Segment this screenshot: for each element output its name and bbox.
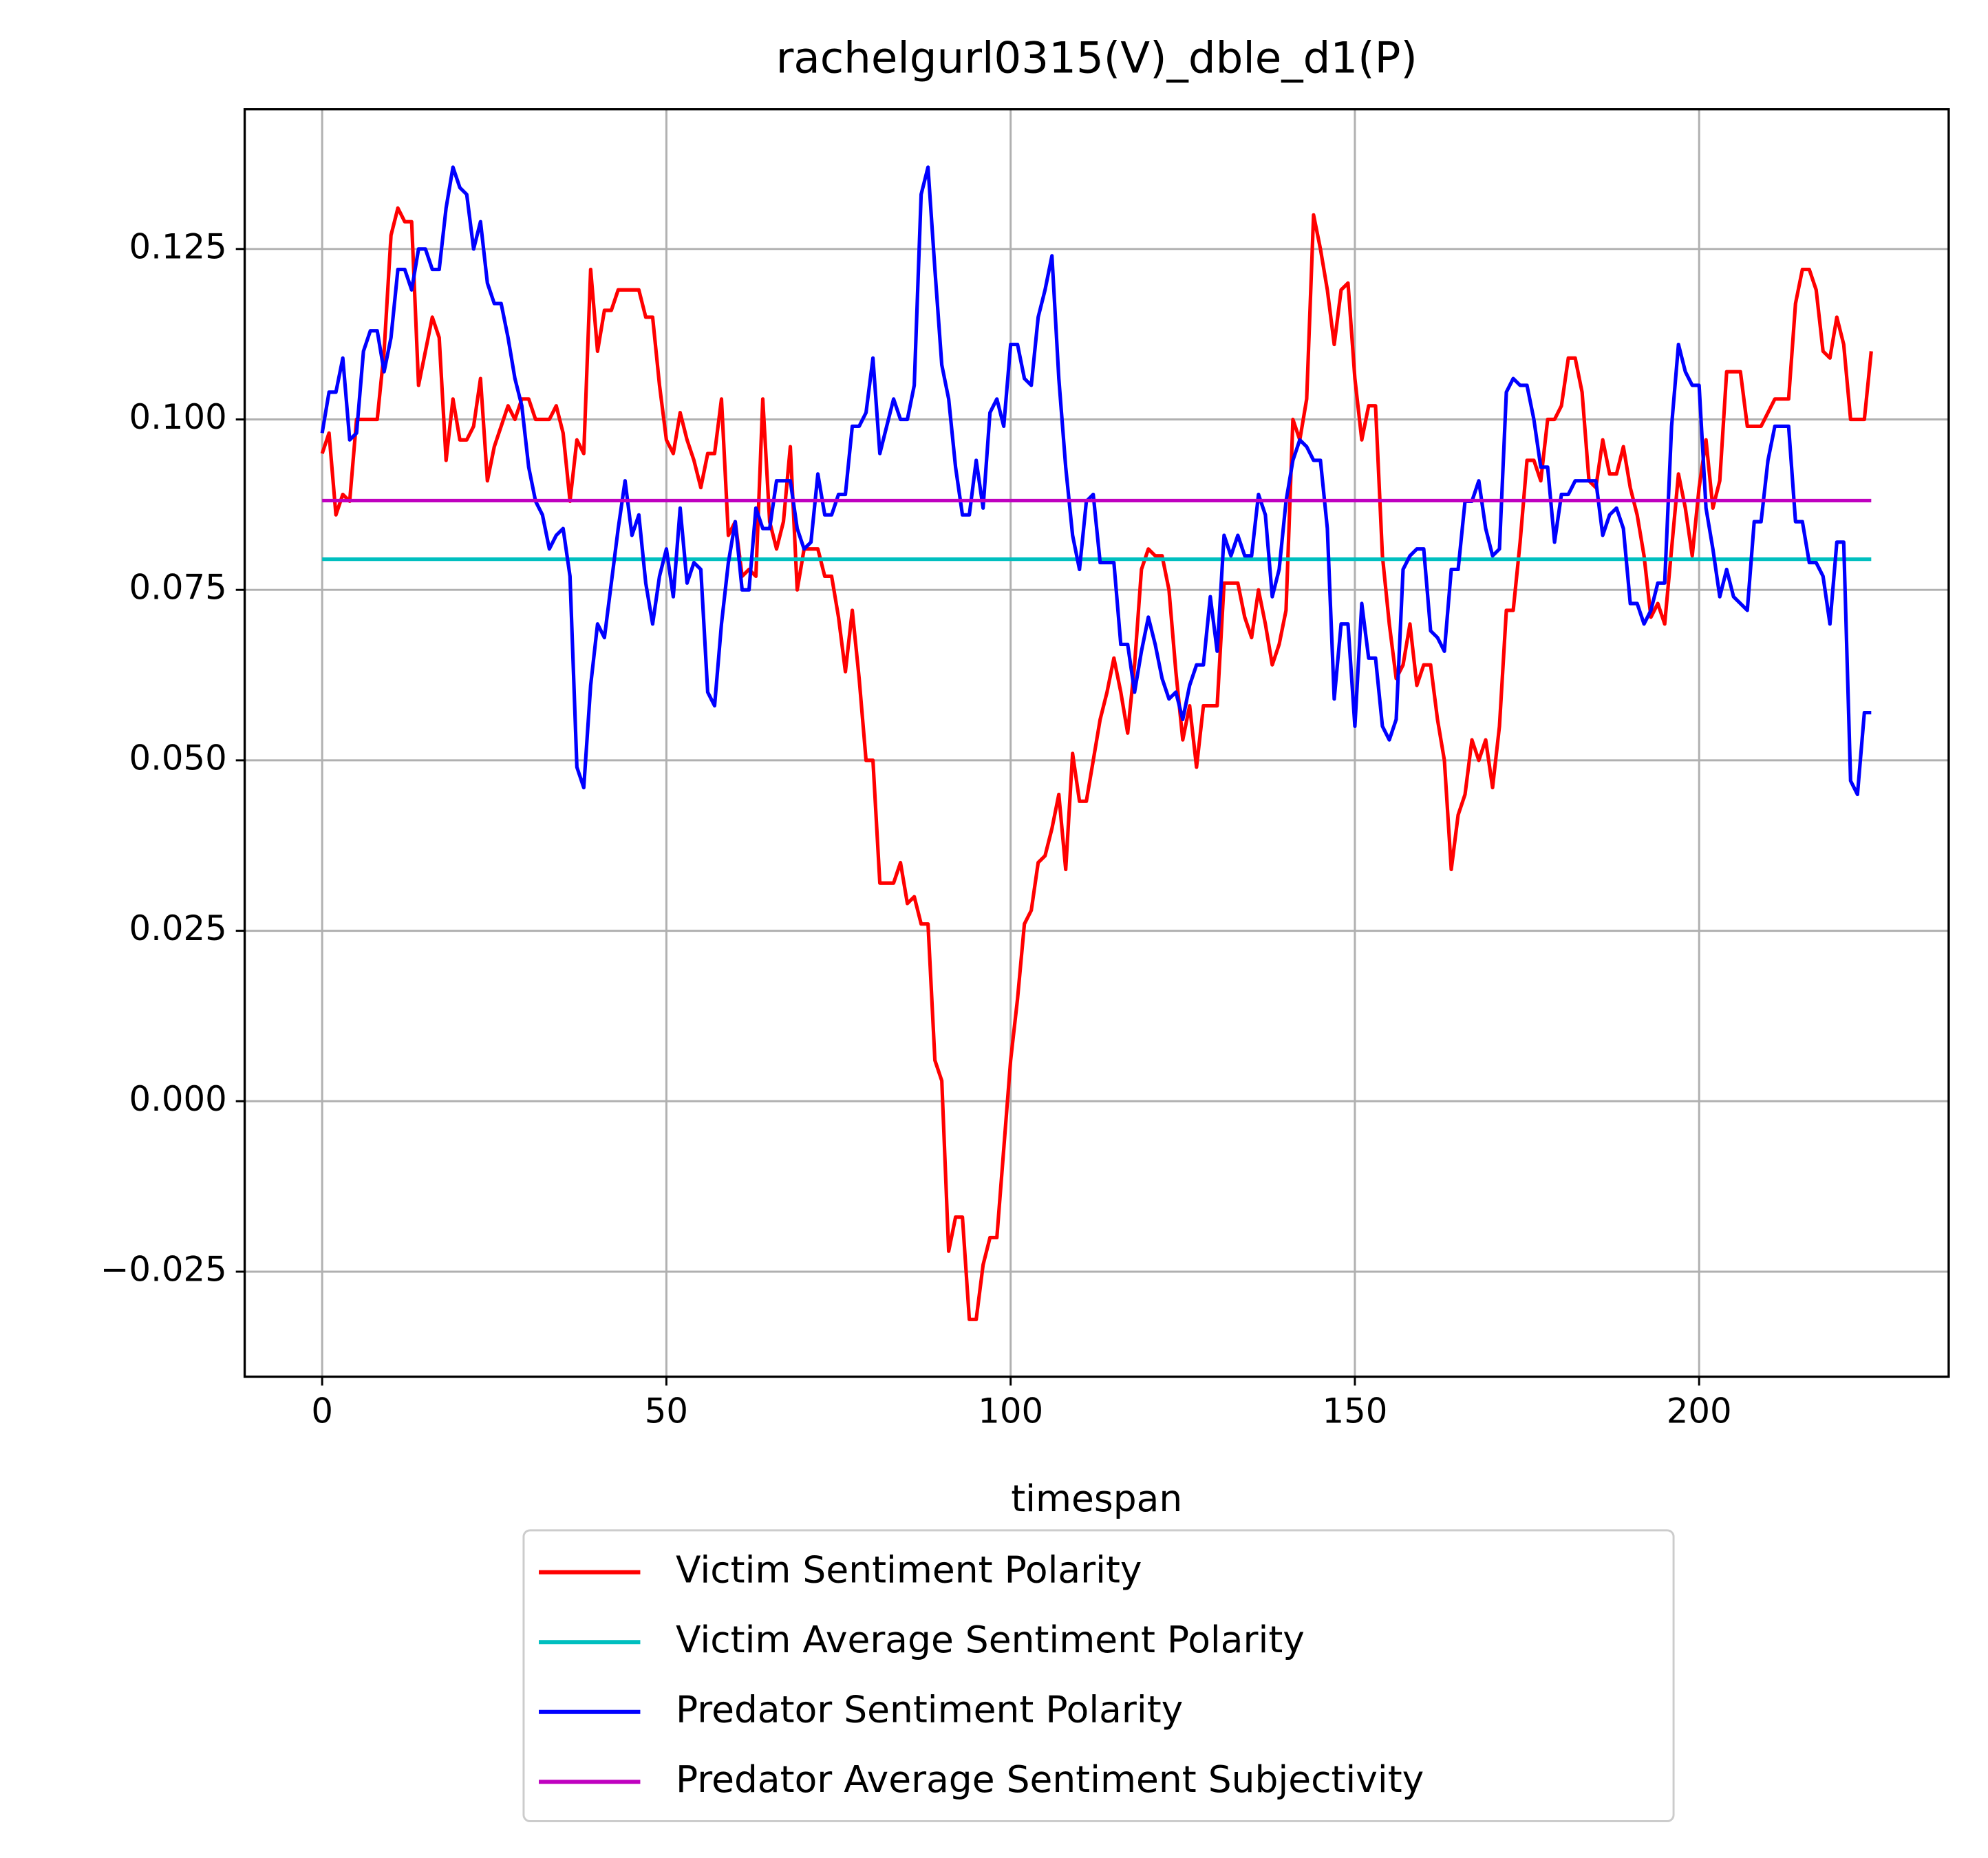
legend-box (522, 1529, 1675, 1822)
x-tick-label: 200 (1667, 1391, 1732, 1431)
x-axis-label: timespan (1011, 1477, 1182, 1520)
x-tick-label: 150 (1322, 1391, 1387, 1431)
series-line (320, 206, 1873, 1321)
plot-frame (243, 108, 1950, 1378)
series-line (320, 165, 1872, 797)
y-tick-label: 0.100 (129, 397, 226, 437)
x-tick-label: 100 (978, 1391, 1043, 1431)
y-tick-label: 0.075 (129, 568, 226, 608)
legend-label: Victim Sentiment Polarity (676, 1548, 1142, 1591)
y-tick-label: 0.050 (129, 738, 226, 778)
y-tick-label: 0.000 (129, 1079, 226, 1119)
y-tick-label: 0.025 (129, 908, 226, 948)
y-tick-label: 0.125 (129, 226, 226, 266)
chart-title: rachelgurl0315(V)_dble_d1(P) (776, 33, 1418, 83)
y-tick-label: −0.025 (100, 1249, 227, 1289)
x-tick-label: 50 (645, 1391, 688, 1431)
legend-label: Predator Average Sentiment Subjectivity (676, 1758, 1424, 1801)
x-tick-label: 0 (311, 1391, 333, 1431)
legend-label: Predator Sentiment Polarity (676, 1687, 1183, 1731)
legend-label: Victim Average Sentiment Polarity (676, 1618, 1305, 1661)
